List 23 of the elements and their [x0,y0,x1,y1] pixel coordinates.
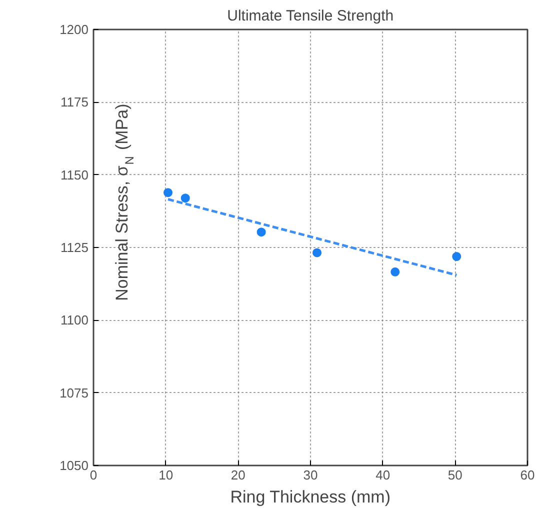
x-tick-label: 10 [158,468,174,482]
x-tick-label: 40 [376,468,390,482]
y-tick-label: 1075 [60,385,88,400]
chart-title: Ultimate Tensile Strength [227,8,394,24]
y-tick-label: 1100 [60,312,89,328]
y-tick-label: 1175 [60,94,89,110]
y-tick-label: 1150 [60,167,89,182]
x-tick-label: 50 [448,468,462,482]
x-tick-label: 0 [90,468,98,482]
y-axis-title: Nominal Stress, σN (MPa) [112,104,136,301]
point [180,194,190,203]
point [256,228,266,237]
point [390,267,400,276]
x-tick-label: 60 [520,468,535,482]
x-axis-title: Ring Thickness (mm) [230,488,390,506]
x-tick-label: 20 [230,468,246,482]
point [164,188,173,198]
y-tick-label: 1050 [60,458,88,473]
x-tick-label: 30 [303,468,318,482]
point [452,252,462,262]
y-tick-label: 1200 [60,22,88,37]
y-tick-label: 1125 [60,240,89,255]
point [312,248,322,258]
